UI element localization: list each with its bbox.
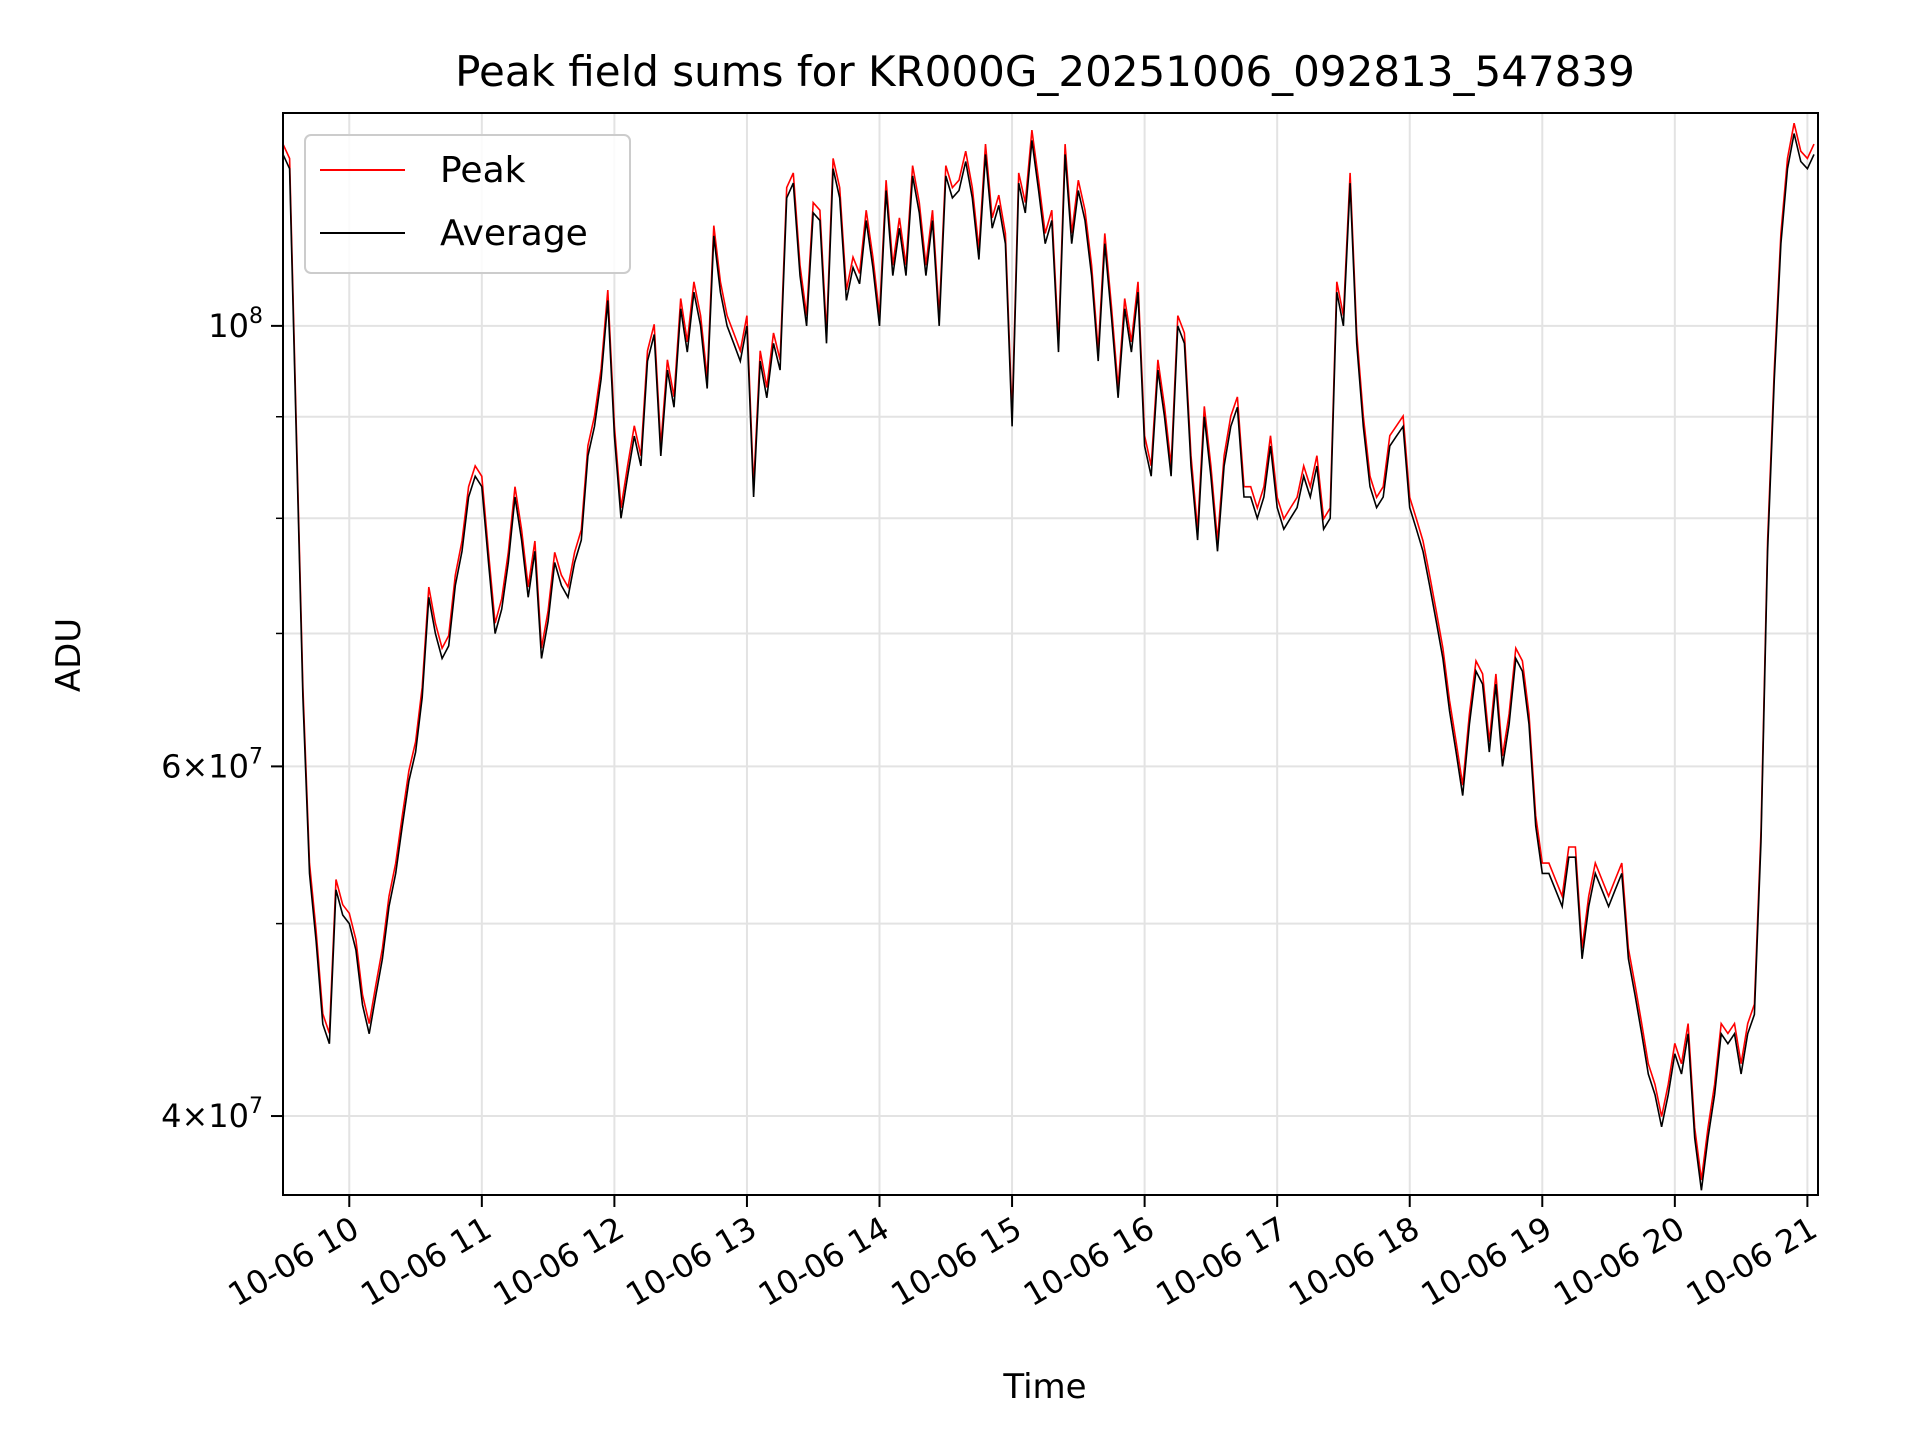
y-tick-label: 6×107 [161,744,263,785]
grid [283,113,1818,1195]
y-axis-title: ADU [49,618,89,692]
y-tick-label: 108 [208,304,263,345]
legend: Peak Average [304,134,631,274]
x-axis-title: Time [1002,1367,1086,1407]
average-series-line [283,133,1815,1191]
y-tick-label: 4×107 [161,1094,263,1135]
chart-title: Peak field sums for KR000G_20251006_0928… [455,47,1635,96]
legend-peak-label: Peak [440,150,526,191]
plot-frame [282,112,1819,1196]
series-lines [283,123,1815,1191]
legend-average-label: Average [440,213,588,254]
